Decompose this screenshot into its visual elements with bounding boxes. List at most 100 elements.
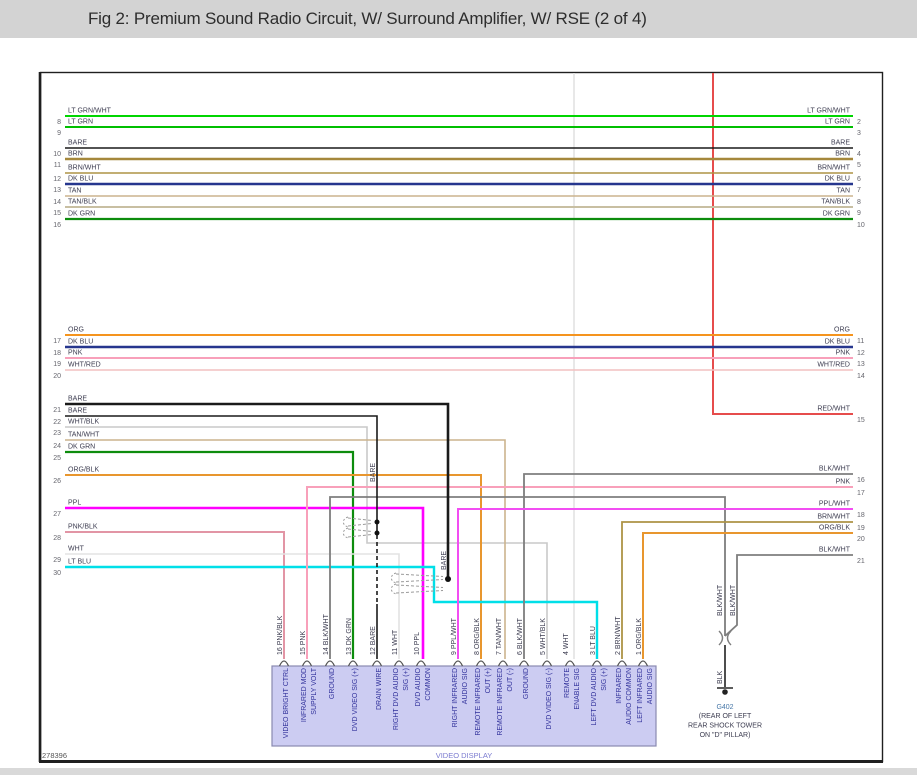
right-pin-number: 9 [857,210,861,217]
left-wire-label: LT BLU [68,559,91,566]
connector-pin-function: DRAIN WIRE [376,668,383,710]
connector-pin-function: ENABLE SIG [574,668,581,710]
connector-pin-function: INFRARED MOD [301,668,308,722]
left-wire-label: TAN/WHT [68,432,100,439]
left-wire-label: TAN/BLK [68,199,97,206]
right-wire-label: PPL/WHT [819,501,851,508]
wire-org-blk [642,532,853,659]
doc-code: 278396 [42,751,67,760]
right-wire-label: BRN/WHT [817,514,850,521]
wire-pnk [306,486,853,659]
left-wire-label: PNK/BLK [68,524,98,531]
vertical-wire-label: BLK/WHT [717,584,724,616]
right-wire-label: RED/WHT [817,406,850,413]
wire-ppl-wht [457,508,853,659]
pin-terminal-icon [616,660,628,667]
left-wire-label: BARE [68,408,87,415]
vertical-wire-label: BLK [717,670,724,684]
right-pin-number: 12 [857,350,865,357]
left-pin-number: 26 [53,478,61,485]
wire-dk-grn [65,450,355,659]
connector-pin-function: DVD VIDEO SIG (-) [546,668,553,729]
connector-pin-function: AUDIO SIG [462,668,469,704]
video-display-connector [271,665,657,747]
connector-wire-label: 3 LT BLU [590,626,597,655]
ground-location: ON "D" PILLAR) [700,732,751,739]
connector-wire-label: 8 ORG/BLK [474,618,481,655]
connector-pin-function: AUDIO COMMON [626,668,633,725]
connector-pin-function: DVD AUDIO [415,667,422,706]
connector-wire-label: 6 BLK/WHT [517,617,524,655]
left-pin-number: 20 [53,373,61,380]
wire-wht [65,553,400,659]
left-wire-label: BARE [68,396,87,403]
right-pin-number: 16 [857,477,865,484]
shield-icon [395,579,444,583]
right-pin-number: 20 [857,536,865,543]
right-pin-number: 5 [857,162,861,169]
diagram-border [39,71,884,763]
left-pin-number: 9 [57,130,61,137]
wire-bare [65,415,378,535]
shield-icon [395,573,444,577]
wire-blk-wht [523,473,853,659]
connector-pin-function: VIDEO BRIGHT CTRL [283,668,290,738]
left-wire-label: ORG/BLK [68,467,99,474]
connector-wire-label: 11 WHT [392,629,399,655]
shield-icon [390,572,397,584]
wire-pnk-blk [65,531,285,659]
pin-terminal-icon [497,660,509,667]
connector-pin-function: OUT (+) [485,668,492,693]
right-pin-number: 4 [857,151,861,158]
connector-wire-label: 16 PNK/BLK [277,615,284,655]
right-wire-label: TAN [837,188,850,195]
wire-wht-blk [65,426,548,659]
pin-terminal-icon [564,660,576,667]
wire-tan-wht [65,439,506,659]
right-wire-label: BRN/WHT [817,165,850,172]
right-wire-label: BLK/WHT [819,466,851,473]
left-pin-number: 24 [53,443,61,450]
pin-terminal-icon [452,660,464,667]
connector-pin-function: GROUND [523,668,530,699]
ground-location: (REAR OF LEFT [699,713,752,720]
wire-org-blk [65,474,482,659]
left-wire-label: WHT/RED [68,362,101,369]
wire-bare [65,402,450,579]
pin-terminal-icon [541,660,553,667]
connector-wire-label: 10 PPL [414,632,421,655]
connector-wire-label: 2 BRN/WHT [615,616,622,655]
right-wire-label: LT GRN/WHT [807,108,851,115]
right-wire-label: LT GRN [825,119,850,126]
pin-terminal-icon [415,660,427,667]
connector-pin-function: INFRARED [616,668,623,704]
left-pin-number: 28 [53,535,61,542]
figure-title-bar: Fig 2: Premium Sound Radio Circuit, W/ S… [0,0,917,38]
right-wire-label: ORG/BLK [819,525,850,532]
connector-pin-function: REMOTE INFRARED [497,668,504,736]
pin-terminal-icon [347,660,359,667]
pin-terminal-icon [475,660,487,667]
left-wire-label: BRN/WHT [68,165,101,172]
connector-pin-function: RIGHT INFRARED [452,668,459,727]
connector-wire-label: 12 BARE [370,626,377,655]
ground-location: REAR SHOCK TOWER [688,723,762,730]
left-pin-number: 18 [53,350,61,357]
right-pin-number: 3 [857,130,861,137]
left-pin-number: 11 [54,162,61,169]
connector-wire-label: 1 ORG/BLK [636,618,643,655]
drain-junction-dot [374,519,380,525]
left-wire-label: ORG [68,327,84,334]
left-wire-label: DK BLU [68,339,93,346]
connector-pin-function: LEFT DVD AUDIO [591,667,598,725]
left-wire-label: BARE [68,140,87,147]
connector-wire-label: 9 PPL/WHT [451,617,458,655]
figure-title: Fig 2: Premium Sound Radio Circuit, W/ S… [88,9,647,28]
connector-pin-function: OUT (-) [507,668,514,692]
right-pin-number: 11 [857,338,864,345]
connector-pin-function: COMMON [425,668,432,701]
left-pin-number: 10 [53,151,61,158]
vertical-wire-label: BARE [441,551,448,570]
left-pin-number: 13 [53,187,61,194]
